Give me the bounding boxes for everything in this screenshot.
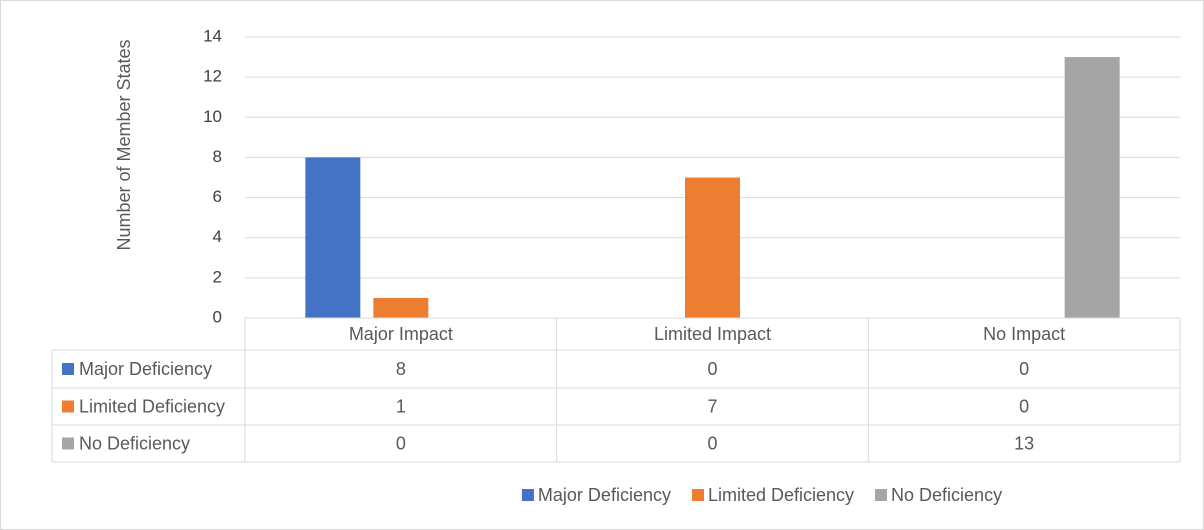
- table-cell: 0: [396, 433, 406, 453]
- table-legend-key: [62, 437, 74, 450]
- bar: [1064, 57, 1120, 318]
- bar: [305, 157, 361, 318]
- table-cell: 7: [707, 396, 717, 416]
- bar: [685, 177, 740, 318]
- y-tick-label: 8: [213, 147, 222, 166]
- table-row-label: Limited Deficiency: [79, 396, 225, 416]
- table-cell: 13: [1014, 433, 1034, 453]
- y-tick-label: 14: [203, 26, 222, 45]
- y-tick-label: 6: [213, 187, 222, 206]
- table-cell: 8: [396, 359, 406, 379]
- table-cell: 0: [707, 359, 717, 379]
- table-row-label: No Deficiency: [79, 433, 190, 453]
- x-tick-label: Major Impact: [349, 324, 453, 344]
- legend-key: [521, 489, 534, 501]
- legend-label: No Deficiency: [891, 485, 1002, 505]
- table-cell: 0: [1019, 396, 1029, 416]
- legend-key: [691, 489, 704, 501]
- table-legend-key: [62, 400, 74, 413]
- table-row-label: Major Deficiency: [79, 359, 212, 379]
- table-cell: 0: [707, 433, 717, 453]
- legend-key: [875, 489, 888, 501]
- y-tick-label: 0: [213, 307, 222, 326]
- y-tick-label: 4: [213, 227, 222, 246]
- y-axis-label: Number of Member States: [114, 39, 134, 250]
- x-tick-label: Limited Impact: [654, 324, 771, 344]
- table-cell: 0: [1019, 359, 1029, 379]
- table-legend-key: [62, 363, 74, 375]
- legend-label: Major Deficiency: [538, 485, 671, 505]
- legend-label: Limited Deficiency: [708, 485, 854, 505]
- x-tick-label: No Impact: [983, 324, 1065, 344]
- y-tick-label: 10: [203, 107, 222, 126]
- table-cell: 1: [396, 396, 406, 416]
- y-tick-label: 12: [203, 67, 222, 86]
- bar: [373, 297, 429, 318]
- y-tick-label: 2: [213, 267, 222, 286]
